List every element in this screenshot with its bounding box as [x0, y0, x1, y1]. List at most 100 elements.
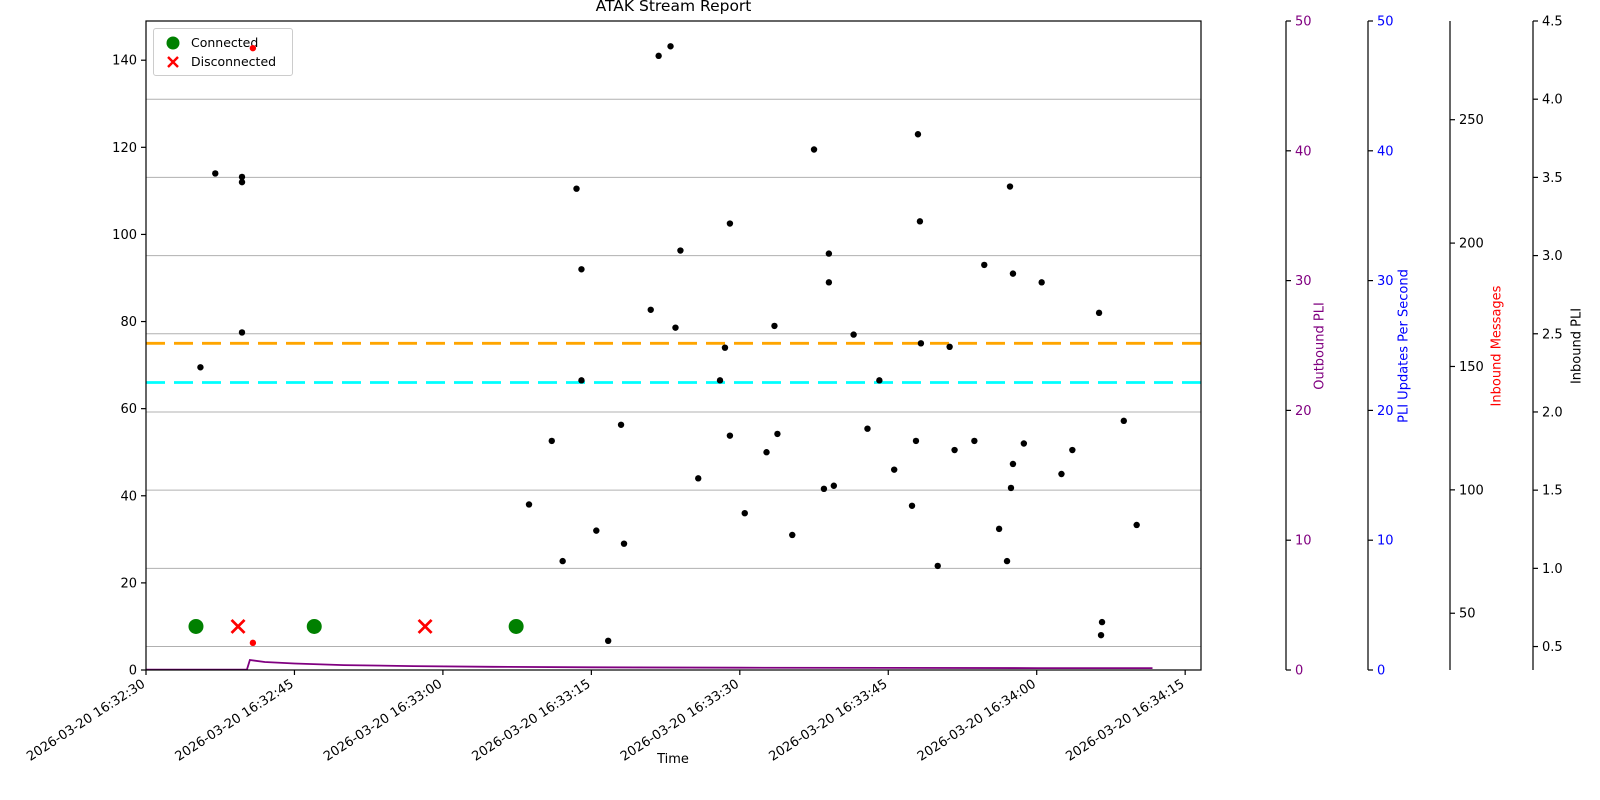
- stream_values-point: [830, 482, 838, 489]
- disconnected-event-marker: [230, 618, 246, 634]
- stream_values-point: [573, 185, 580, 192]
- right-axis-tick-label: 100: [1459, 483, 1484, 498]
- chart-title: ATAK Stream Report: [595, 0, 752, 15]
- stream_values-point: [726, 432, 734, 439]
- right-axis-tick-label: 30: [1295, 274, 1312, 289]
- y-tick-label: 40: [120, 489, 137, 504]
- stream_values-point: [604, 637, 612, 645]
- x-axis-label: Time: [657, 752, 689, 767]
- stream_values-point: [238, 329, 246, 336]
- stream_values-point: [864, 425, 871, 432]
- stream_values-point: [578, 377, 585, 384]
- stream_values-point: [774, 430, 781, 438]
- stream_values-point: [238, 178, 246, 186]
- connected-marker-icon: [163, 34, 183, 52]
- stream_values-point: [981, 261, 988, 269]
- stream_values-point: [672, 324, 679, 331]
- y-tick-label: 140: [112, 54, 137, 69]
- right-axis-tick-label: 0: [1377, 664, 1385, 679]
- stream_values-point: [1058, 470, 1065, 478]
- stream_values-point: [971, 437, 978, 445]
- right-axis-tick-label: 10: [1377, 534, 1394, 549]
- stream_values-point: [695, 475, 702, 482]
- connected-event-marker: [306, 618, 322, 634]
- connected-event-marker: [508, 618, 524, 634]
- x-tick-label: 2026-03-20 16:34:15: [1063, 677, 1187, 765]
- x-tick-label: 2026-03-20 16:34:00: [915, 677, 1039, 765]
- stream_values-point: [1006, 183, 1014, 190]
- stream_values-point: [1007, 484, 1015, 492]
- legend-label-connected: Connected: [191, 35, 259, 50]
- outbound_pli_line-line: [146, 659, 1153, 671]
- stream_values-point: [655, 52, 662, 60]
- right-axis-tick-label: 200: [1459, 237, 1484, 252]
- stream_values-point: [1095, 309, 1103, 317]
- right-axis-tick-label: 50: [1295, 15, 1312, 30]
- stream_values-point: [716, 377, 724, 384]
- stream_values-point: [647, 306, 654, 313]
- stream_values-point: [890, 466, 898, 473]
- stream_values-point: [238, 173, 246, 181]
- y-tick-label: 0: [129, 664, 137, 679]
- stream_values-point: [548, 437, 555, 445]
- stream_values-point: [1097, 631, 1105, 639]
- right-axis-tick-label: 2.5: [1542, 327, 1563, 342]
- right-axis-tick-label: 0.5: [1542, 640, 1563, 655]
- right-axis-tick-label: 50: [1377, 15, 1394, 30]
- right-axis-tick-label: 4.0: [1542, 93, 1563, 108]
- right-axis-tick-label: 1.5: [1542, 484, 1563, 499]
- stream_values-point: [578, 266, 585, 273]
- stream_values-point: [876, 377, 883, 384]
- y-tick-label: 100: [112, 228, 137, 243]
- right-axis-tick-label: 50: [1459, 607, 1476, 622]
- stream_values-point: [1009, 270, 1017, 277]
- right-axis-tick-label: 2.0: [1542, 405, 1563, 420]
- y-tick-label: 60: [120, 402, 137, 417]
- x-tick-label: 2026-03-20 16:33:00: [321, 677, 445, 765]
- stream_values-point: [914, 131, 922, 138]
- stream_values-point: [763, 449, 770, 456]
- axis-label-pli-updates-per-second: PLI Updates Per Second: [1396, 268, 1412, 423]
- right-axis-tick-label: 20: [1295, 404, 1312, 419]
- stream_values-point: [197, 364, 204, 371]
- connected-event-marker: [188, 618, 204, 634]
- stream_values-point: [667, 43, 674, 50]
- stream_values-point: [677, 247, 684, 254]
- stream_values-point: [951, 446, 958, 454]
- legend-item-connected: Connected: [163, 33, 284, 52]
- stream_values-point: [212, 170, 219, 177]
- disconnected-marker-icon: [163, 53, 183, 71]
- stream_values-point: [1009, 460, 1017, 468]
- y-tick-label: 20: [120, 576, 137, 591]
- stream_values-point: [525, 501, 533, 508]
- stream_values-point: [825, 250, 833, 257]
- stream_values-point: [995, 525, 1003, 533]
- right-axis-tick-label: 30: [1377, 274, 1394, 289]
- x-tick-label: 2026-03-20 16:32:45: [173, 677, 297, 765]
- stream_values-point: [825, 279, 833, 286]
- stream_values-point: [917, 340, 925, 347]
- stream_values-point: [1069, 446, 1076, 454]
- legend-item-disconnected: Disconnected: [163, 52, 284, 71]
- stream_values-point: [593, 527, 600, 534]
- right-axis-tick-label: 40: [1295, 144, 1312, 159]
- stream_values-point: [617, 421, 625, 428]
- right-axis-tick-label: 10: [1295, 534, 1312, 549]
- stream_values-point: [1020, 440, 1028, 447]
- stream_values-point: [916, 218, 924, 225]
- legend: Connected Disconnected: [153, 28, 293, 76]
- x-tick-label: 2026-03-20 16:33:45: [766, 677, 890, 765]
- stream_values-point: [850, 331, 857, 338]
- stream_values-point: [1120, 417, 1128, 425]
- x-tick-label: 2026-03-20 16:32:30: [24, 677, 148, 765]
- right-axis-tick-label: 0: [1295, 664, 1303, 679]
- stream_values-point: [1003, 557, 1011, 565]
- right-axis-tick-label: 3.5: [1542, 171, 1563, 186]
- axis-label-outbound-pli: Outbound PLI: [1312, 301, 1328, 390]
- axis-label-inbound-messages: Inbound Messages: [1489, 285, 1505, 406]
- disconnected-event-marker: [417, 618, 433, 634]
- stream_values-point: [1133, 521, 1140, 529]
- stream_values-point: [721, 344, 729, 351]
- stream_values-point: [810, 146, 818, 153]
